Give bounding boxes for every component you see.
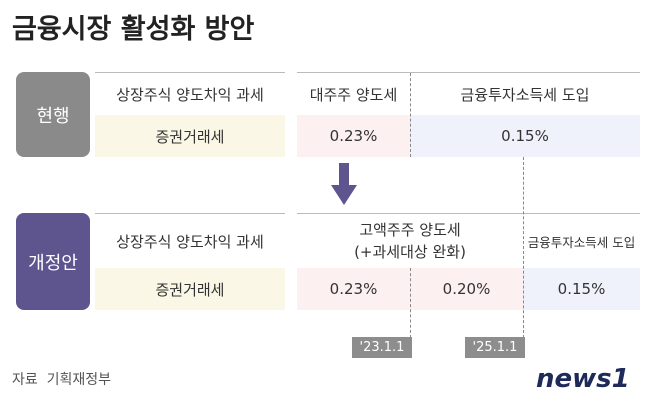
cell: 금융투자소득세 도입 [460,85,590,104]
source: 자료 기획재정부 [12,372,112,388]
section-label: 개정안 [16,213,90,310]
rule [95,213,285,214]
divider [410,73,411,157]
divider [523,157,524,338]
cell-line: (+과세대상 완화) [354,243,466,261]
rule [297,72,640,73]
cell: 금융투자소득세 도입 [527,234,636,250]
date-tag: '23.1.1 [352,337,412,358]
cell: 상장주식 양도차익 과세 [116,232,264,251]
cell: 고액주주 양도세 (+과세대상 완화) [297,214,523,268]
cell: 0.23% [297,268,410,310]
cell: 상장주식 양도차익 과세 [116,85,264,104]
rule [95,72,285,73]
cell: 증권거래세 [95,268,285,310]
cell: 증권거래세 [95,115,285,157]
cell: 0.23% [297,115,410,157]
cell: 0.20% [410,268,523,310]
title: 금융시장 활성화 방안 [12,13,255,45]
cell: 0.15% [523,268,640,310]
cell: 대주주 양도세 [309,85,398,104]
rule [297,213,640,214]
section-label: 현행 [16,72,90,157]
date-tag: '25.1.1 [465,337,525,358]
cell-line: 고액주주 양도세 [359,221,461,239]
arrow [331,163,357,205]
cell: 0.15% [410,115,640,157]
divider [410,268,411,338]
logo: news1 [536,364,630,394]
